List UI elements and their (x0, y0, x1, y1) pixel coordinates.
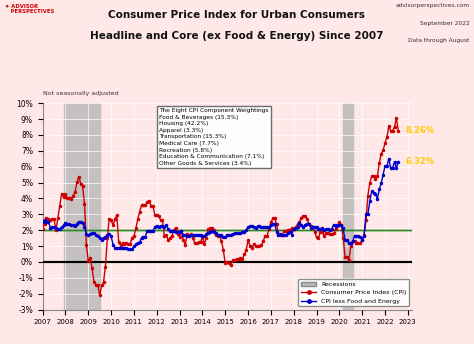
Text: Headline and Core (ex Food & Energy) Since 2007: Headline and Core (ex Food & Energy) Sin… (90, 31, 384, 41)
Legend: Recessions, Consumer Price Index (CPI), CPI less Food and Energy: Recessions, Consumer Price Index (CPI), … (298, 279, 409, 307)
Text: ✦ ADVISOR
   PERSPECTIVES: ✦ ADVISOR PERSPECTIVES (5, 3, 54, 14)
Text: Data through August: Data through August (408, 38, 469, 43)
Text: September 2022: September 2022 (419, 21, 469, 26)
Text: Not seasonally adjusted: Not seasonally adjusted (43, 91, 118, 96)
Bar (343, 103, 353, 310)
Text: 8.26%: 8.26% (405, 126, 434, 135)
Bar (64, 103, 100, 310)
Text: 6.32%: 6.32% (405, 157, 434, 166)
Text: Consumer Price Index for Urban Consumers: Consumer Price Index for Urban Consumers (109, 10, 365, 20)
Text: advisorperspectives.com: advisorperspectives.com (395, 3, 469, 9)
Text: The Eight CPI Component Weightings
Food & Beverages (15.3%)
Housing (42.2%)
Appa: The Eight CPI Component Weightings Food … (159, 108, 269, 166)
